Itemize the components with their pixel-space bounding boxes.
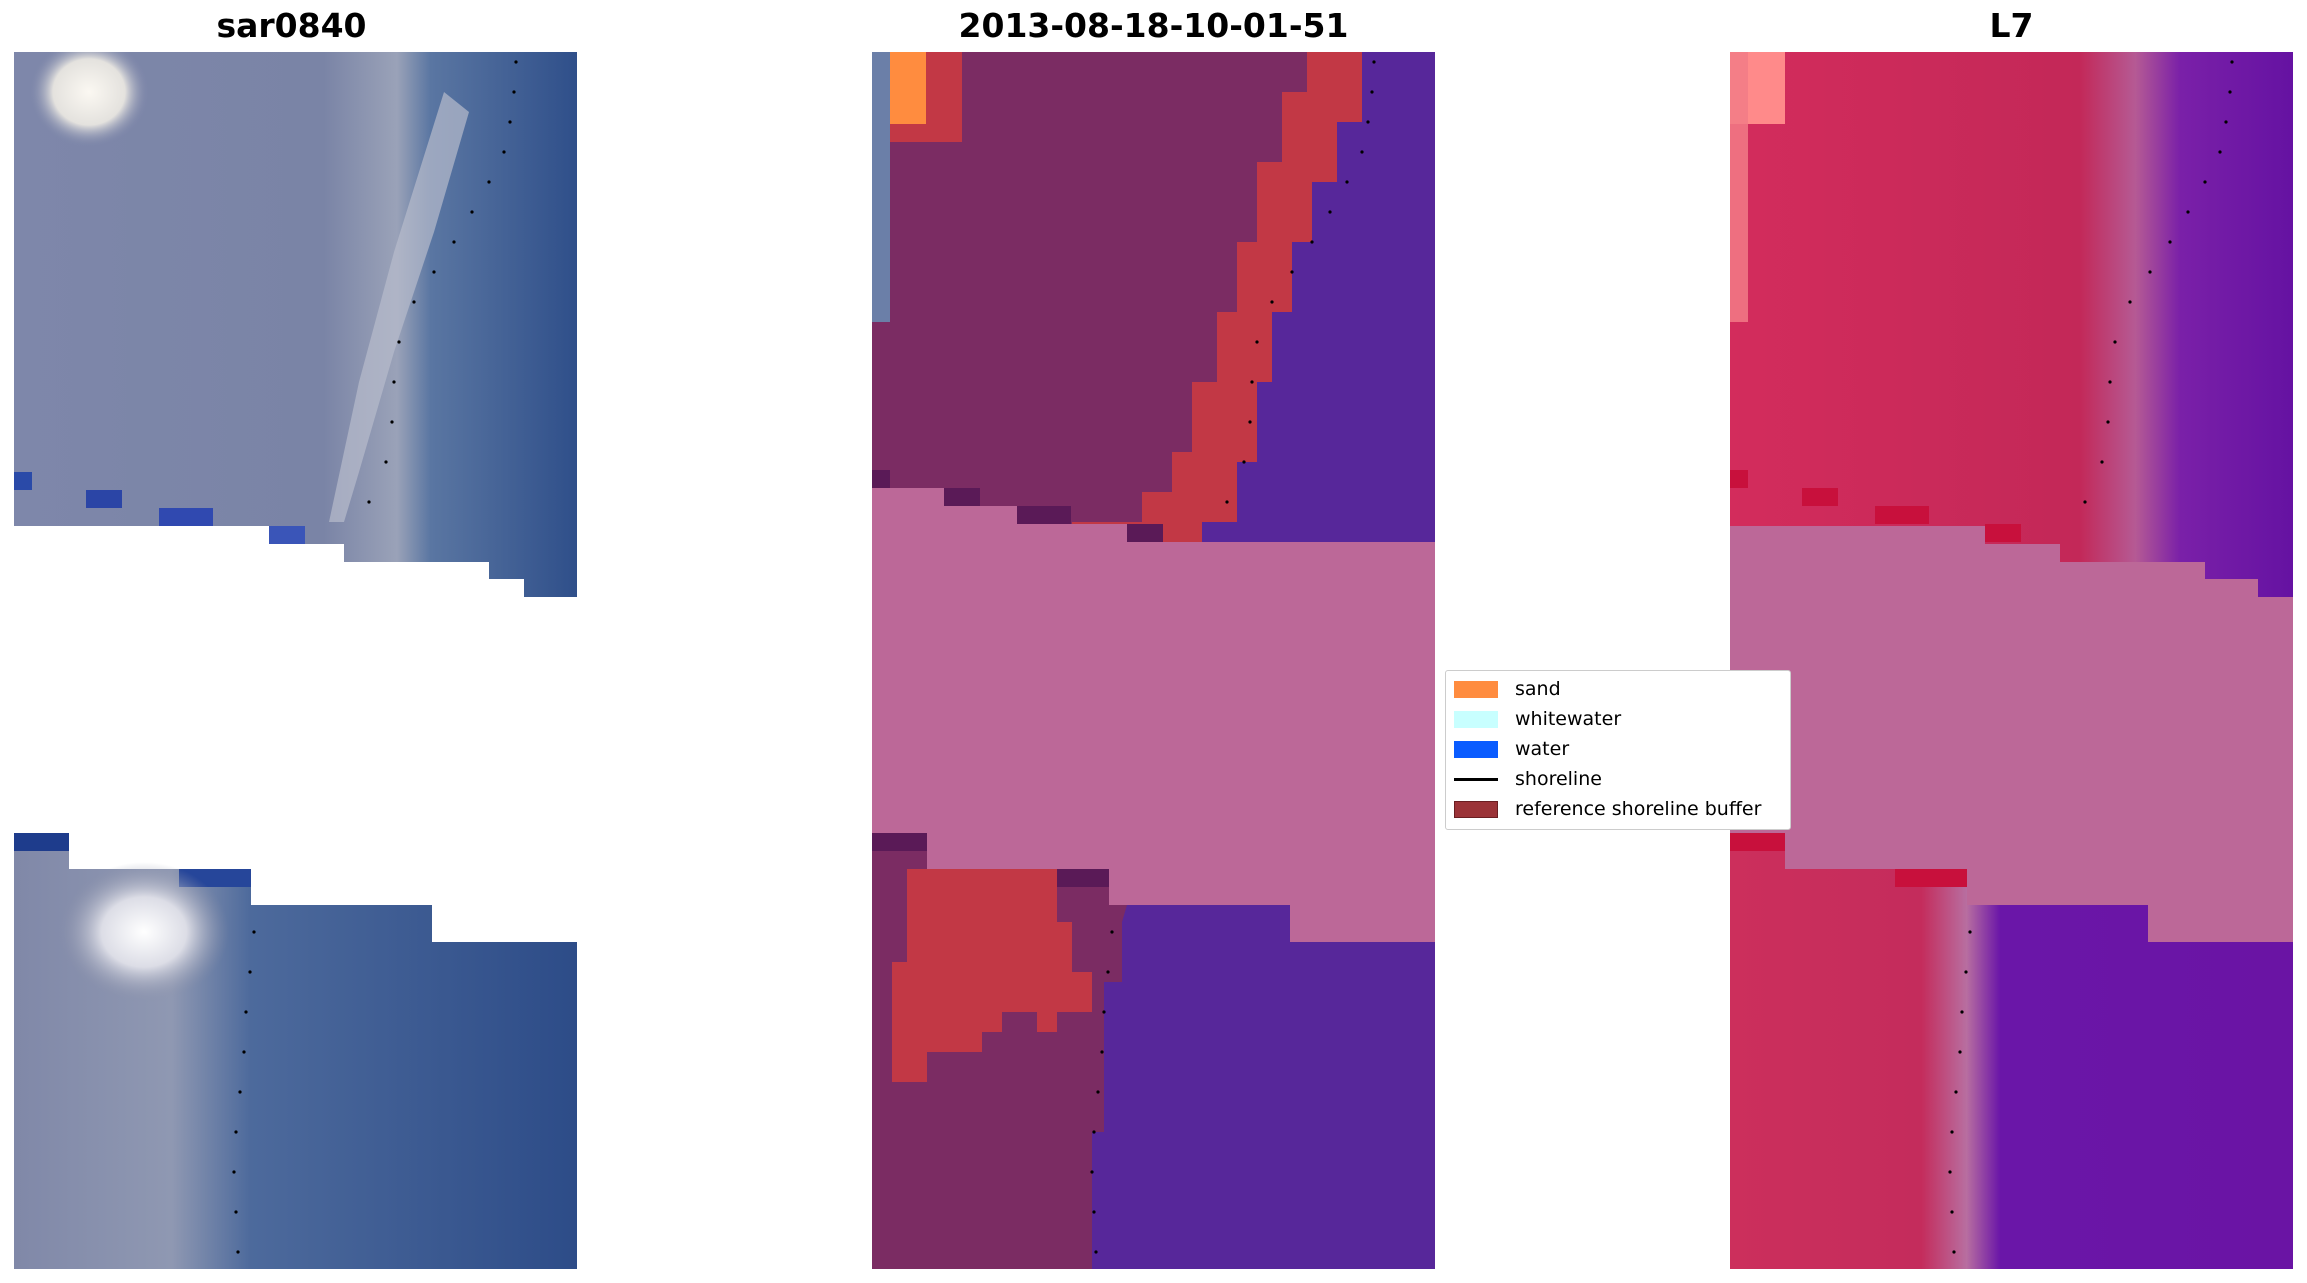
index-image: [1730, 52, 2293, 1269]
legend: sand whitewater water shoreline referenc…: [1445, 670, 1791, 830]
panel-title-1: sar0840: [216, 6, 367, 45]
legend-swatch-water: [1454, 740, 1498, 758]
legend-swatch-whitewater: [1454, 710, 1498, 728]
legend-label-shoreline: shoreline: [1515, 768, 1602, 790]
rgb-image: [14, 52, 577, 1269]
legend-label-whitewater: whitewater: [1515, 708, 1622, 730]
shoreline-dots-rgb: [232, 60, 518, 1254]
legend-item-whitewater: whitewater: [1454, 706, 1621, 732]
classified-image-panel: [872, 52, 1435, 1269]
legend-item-reference-buffer: reference shoreline buffer: [1454, 796, 1761, 822]
legend-label-water: water: [1515, 738, 1570, 760]
legend-label-sand: sand: [1515, 678, 1561, 700]
rgb-image-panel: [14, 52, 577, 1269]
shoreline-dots-index: [1948, 60, 2234, 1254]
classified-image: [872, 52, 1435, 1269]
legend-item-water: water: [1454, 736, 1569, 762]
legend-label-reference-buffer: reference shoreline buffer: [1515, 798, 1762, 820]
panel-title-2: 2013-08-18-10-01-51: [958, 6, 1349, 45]
index-image-panel: [1730, 52, 2293, 1269]
panel-title-3: L7: [1989, 6, 2034, 45]
legend-swatch-sand: [1454, 680, 1498, 698]
legend-swatch-reference-buffer: [1454, 800, 1498, 818]
legend-line-shoreline: [1454, 777, 1498, 781]
shoreline-dots-classified: [1090, 60, 1376, 1254]
legend-item-sand: sand: [1454, 676, 1561, 702]
legend-item-shoreline: shoreline: [1454, 766, 1602, 792]
